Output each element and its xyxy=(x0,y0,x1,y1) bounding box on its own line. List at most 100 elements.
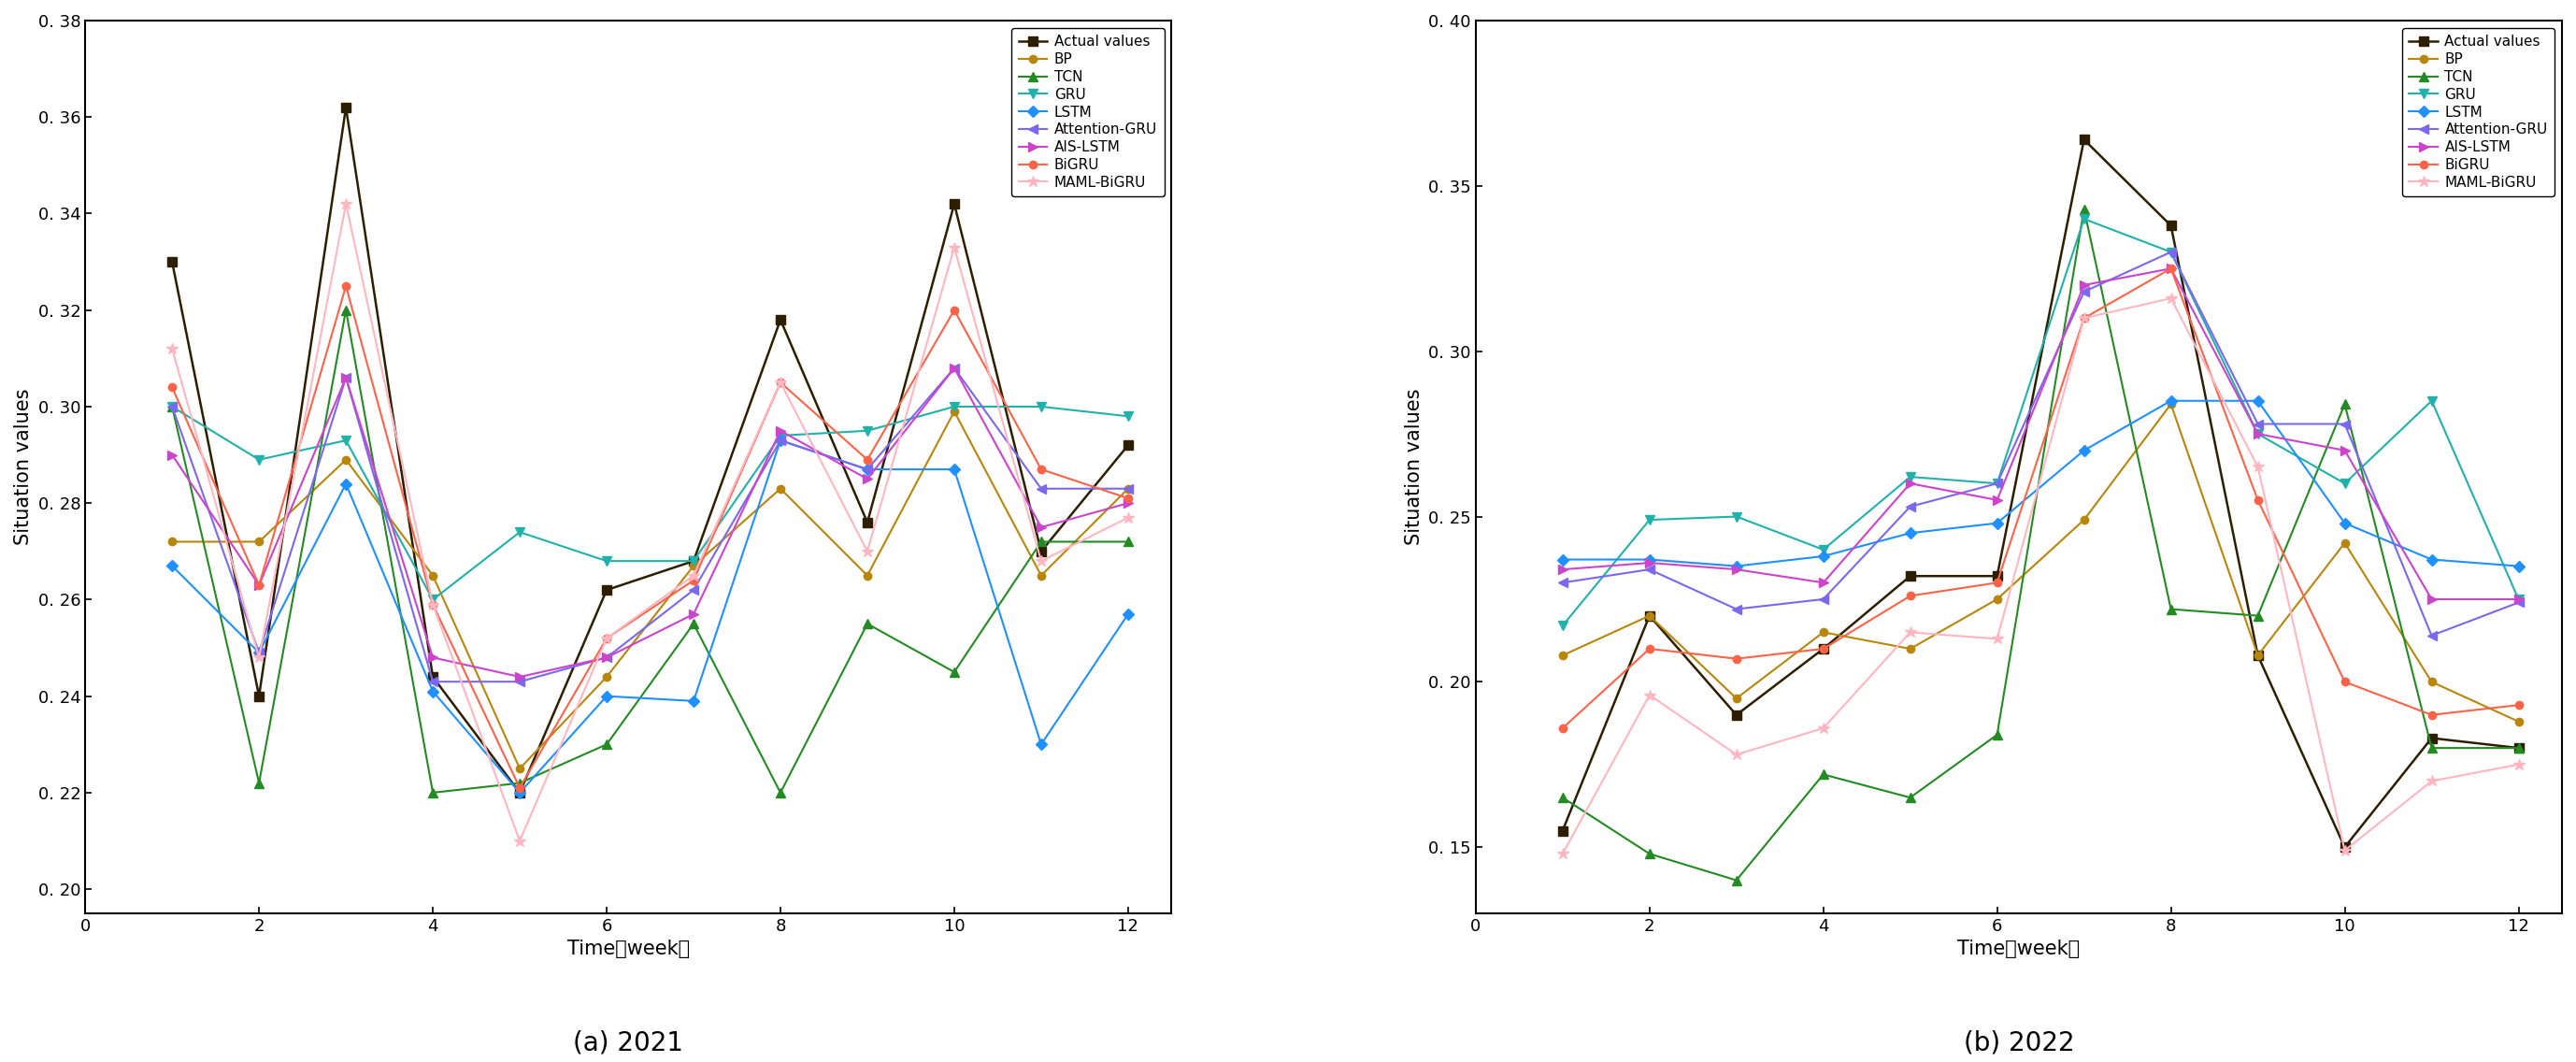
GRU xyxy=(2416,394,2447,407)
BiGRU xyxy=(2156,262,2187,275)
GRU xyxy=(1896,470,1927,483)
TCN xyxy=(1025,535,1056,548)
MAML-BiGRU xyxy=(1721,749,1752,761)
MAML-BiGRU xyxy=(765,376,796,389)
BiGRU xyxy=(417,598,448,611)
AIS-LSTM xyxy=(1981,494,2012,507)
AIS-LSTM xyxy=(1808,577,1839,589)
AIS-LSTM xyxy=(938,362,969,375)
GRU xyxy=(2241,428,2272,441)
Attention-GRU xyxy=(765,434,796,447)
BP xyxy=(2329,536,2360,549)
LSTM xyxy=(2069,444,2099,457)
MAML-BiGRU xyxy=(2416,774,2447,787)
MAML-BiGRU xyxy=(2156,292,2187,305)
GRU xyxy=(245,453,276,466)
Attention-GRU xyxy=(417,675,448,688)
BiGRU xyxy=(2416,708,2447,721)
GRU xyxy=(330,434,361,447)
Actual values xyxy=(2069,133,2099,145)
Actual values xyxy=(1896,569,1927,582)
Actual values xyxy=(2504,741,2535,754)
Line: AIS-LSTM: AIS-LSTM xyxy=(1558,264,2522,604)
LSTM xyxy=(1721,560,1752,572)
MAML-BiGRU xyxy=(245,651,276,664)
AIS-LSTM xyxy=(853,473,884,485)
TCN xyxy=(1548,791,1579,804)
Line: BiGRU: BiGRU xyxy=(1558,264,2522,732)
X-axis label: Time（week）: Time（week） xyxy=(567,940,690,959)
Attention-GRU xyxy=(1721,603,1752,616)
TCN xyxy=(1808,768,1839,781)
BP xyxy=(1808,626,1839,638)
TCN xyxy=(417,786,448,799)
GRU xyxy=(1808,544,1839,556)
AIS-LSTM xyxy=(677,607,708,620)
TCN xyxy=(1896,791,1927,804)
Actual values xyxy=(417,670,448,683)
BP xyxy=(1025,569,1056,582)
MAML-BiGRU xyxy=(2069,312,2099,325)
Actual values xyxy=(245,690,276,703)
GRU xyxy=(157,400,188,413)
MAML-BiGRU xyxy=(2241,461,2272,474)
Actual values xyxy=(853,516,884,529)
GRU xyxy=(1721,510,1752,523)
Line: GRU: GRU xyxy=(167,402,1133,604)
Attention-GRU xyxy=(1981,477,2012,490)
BP xyxy=(1113,482,1144,495)
BP xyxy=(2416,675,2447,688)
GRU xyxy=(853,425,884,438)
Line: Attention-GRU: Attention-GRU xyxy=(1558,247,2522,640)
BiGRU xyxy=(1721,652,1752,665)
LSTM xyxy=(677,695,708,707)
TCN xyxy=(1113,535,1144,548)
BP xyxy=(590,670,621,683)
Actual values xyxy=(2241,649,2272,662)
BP xyxy=(245,535,276,548)
Actual values xyxy=(1633,610,1664,622)
AIS-LSTM xyxy=(1721,563,1752,576)
Attention-GRU xyxy=(1025,482,1056,495)
BP xyxy=(765,482,796,495)
Line: AIS-LSTM: AIS-LSTM xyxy=(167,363,1133,682)
AIS-LSTM xyxy=(1113,497,1144,510)
BP xyxy=(1896,643,1927,655)
AIS-LSTM xyxy=(1896,477,1927,490)
Attention-GRU xyxy=(2241,417,2272,430)
BiGRU xyxy=(1633,643,1664,655)
LSTM xyxy=(938,463,969,476)
AIS-LSTM xyxy=(590,651,621,664)
GRU xyxy=(505,526,536,538)
Attention-GRU xyxy=(2416,629,2447,641)
Legend: Actual values, BP, TCN, GRU, LSTM, Attention-GRU, AIS-LSTM, BiGRU, MAML-BiGRU: Actual values, BP, TCN, GRU, LSTM, Atten… xyxy=(1012,28,1164,196)
TCN xyxy=(853,617,884,630)
AIS-LSTM xyxy=(245,579,276,592)
GRU xyxy=(2069,212,2099,225)
Attention-GRU xyxy=(1808,593,1839,605)
Attention-GRU xyxy=(1113,482,1144,495)
BiGRU xyxy=(765,376,796,389)
BP xyxy=(677,560,708,572)
BP xyxy=(417,569,448,582)
Attention-GRU xyxy=(590,651,621,664)
TCN xyxy=(245,776,276,789)
BP xyxy=(2069,513,2099,526)
GRU xyxy=(1113,410,1144,423)
LSTM xyxy=(2416,553,2447,566)
Line: LSTM: LSTM xyxy=(1558,397,2522,570)
BiGRU xyxy=(2329,675,2360,688)
GRU xyxy=(1633,513,1664,526)
TCN xyxy=(505,776,536,789)
Line: Actual values: Actual values xyxy=(1558,135,2522,852)
TCN xyxy=(2156,603,2187,616)
BiGRU xyxy=(590,632,621,645)
Attention-GRU xyxy=(1548,577,1579,589)
Actual values xyxy=(330,101,361,114)
LSTM xyxy=(1113,607,1144,620)
BiGRU xyxy=(2069,312,2099,325)
GRU xyxy=(1025,400,1056,413)
AIS-LSTM xyxy=(157,448,188,461)
Actual values xyxy=(590,584,621,597)
GRU xyxy=(765,429,796,442)
